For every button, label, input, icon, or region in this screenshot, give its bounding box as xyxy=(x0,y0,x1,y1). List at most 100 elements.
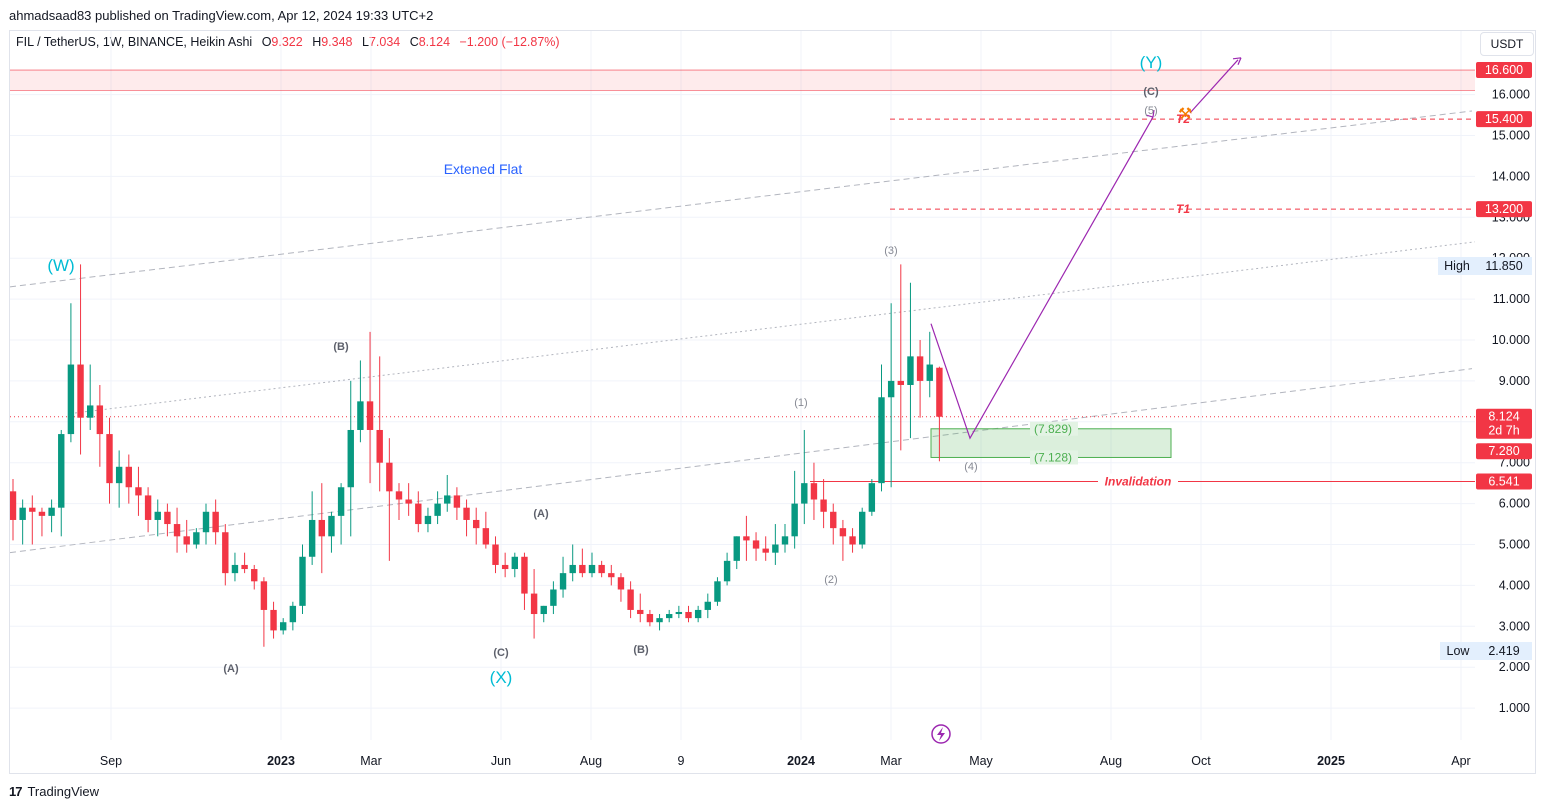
price-badge-label: 7.280 xyxy=(1488,444,1519,458)
candle-body xyxy=(115,466,123,484)
y-tick-label: 15.000 xyxy=(1492,129,1530,143)
y-tick-label: 6.000 xyxy=(1499,497,1530,511)
candle-body xyxy=(96,405,104,435)
candle-body xyxy=(405,499,412,504)
candle-body xyxy=(144,495,152,520)
wave-label: (4) xyxy=(964,461,977,473)
candle-body xyxy=(656,618,663,623)
candle-body xyxy=(608,573,615,578)
candle-body xyxy=(473,519,480,529)
candle-body xyxy=(897,380,904,385)
candle-body xyxy=(222,532,229,574)
grid-lines xyxy=(10,31,1475,740)
plot-area: T1 T2 Invalidation (7.829) (7.128) ⚒ Extened F… xyxy=(10,53,1475,687)
chart-frame xyxy=(9,30,1536,774)
x-tick-label: 2023 xyxy=(267,754,295,768)
price-badge xyxy=(1476,62,1532,79)
candle-body xyxy=(588,564,596,574)
channel-lower-line xyxy=(10,368,1473,554)
candle-body xyxy=(318,519,325,537)
candle-body xyxy=(559,573,567,590)
candle-body xyxy=(231,564,239,574)
price-badge xyxy=(1476,408,1532,439)
wave-label: (C) xyxy=(493,647,509,659)
invalidation-label: Invalidation xyxy=(1105,474,1172,488)
symbol-legend: FIL / TetherUS, 1W, BINANCE, Heikin Ashi… xyxy=(16,35,566,49)
candle-body xyxy=(357,401,364,430)
close-value: 8.124 xyxy=(418,35,451,49)
candle-body xyxy=(29,507,36,512)
price-badge xyxy=(1476,473,1532,490)
candle-body xyxy=(106,434,113,484)
candle-body xyxy=(723,560,731,582)
candle-body xyxy=(492,544,499,565)
candle-body xyxy=(810,483,818,500)
tradingview-brand: 17 TradingView xyxy=(9,784,99,799)
price-badge xyxy=(1476,201,1532,218)
x-tick-label: Mar xyxy=(360,754,382,768)
price-badge-countdown: 2d 7h xyxy=(1488,424,1519,438)
candle-body xyxy=(67,364,75,435)
candle-body xyxy=(125,466,132,488)
candle-body xyxy=(482,528,490,545)
price-badge-label: 15.400 xyxy=(1485,112,1523,126)
candle-body xyxy=(637,609,644,615)
candle-body xyxy=(19,507,26,520)
y-tick-label: 1.000 xyxy=(1499,701,1530,715)
candle-body xyxy=(762,548,769,553)
wave-label: (A) xyxy=(223,663,239,675)
candle-body xyxy=(521,556,528,594)
candle-body xyxy=(868,483,876,512)
x-tick-label: Apr xyxy=(1451,754,1470,768)
candle-body xyxy=(704,601,711,610)
candle-body xyxy=(501,564,509,570)
candle-body xyxy=(444,495,451,504)
candle-body xyxy=(280,622,287,631)
x-tick-label: Oct xyxy=(1191,754,1211,768)
candle-body xyxy=(395,491,403,500)
brand-name: TradingView xyxy=(27,784,100,799)
candle-body xyxy=(714,581,721,602)
support-top-label: (7.829) xyxy=(1034,422,1072,436)
candle-body xyxy=(781,536,789,545)
price-badge-label: 16.600 xyxy=(1485,63,1523,77)
resistance-zone xyxy=(10,70,1475,91)
candle-body xyxy=(415,503,422,525)
candle-body xyxy=(299,556,306,606)
wave-label: (W) xyxy=(47,256,74,275)
candle-body xyxy=(675,611,683,615)
low-value: 2.419 xyxy=(1488,644,1519,658)
candle-body xyxy=(550,589,557,606)
candle-body xyxy=(173,524,181,537)
candle-body xyxy=(926,364,933,381)
target-label: T1 xyxy=(1176,202,1190,216)
candle-body xyxy=(916,356,924,381)
candle-body xyxy=(386,462,393,492)
candle-body xyxy=(154,511,161,520)
candle-body xyxy=(434,503,441,516)
candle-body xyxy=(801,483,808,504)
candle-body xyxy=(820,499,827,512)
candle-body xyxy=(511,556,518,570)
high-label-bg xyxy=(1438,257,1476,275)
currency-button[interactable]: USDT xyxy=(1480,32,1534,56)
x-tick-label: 2024 xyxy=(787,754,815,768)
lightning-icon xyxy=(931,724,951,744)
x-tick-label: Mar xyxy=(880,754,902,768)
symbol-description[interactable]: FIL / TetherUS, 1W, BINANCE, Heikin Ashi xyxy=(16,35,253,49)
candle-body xyxy=(260,581,268,610)
y-tick-label: 5.000 xyxy=(1499,538,1530,552)
candle-body xyxy=(887,380,895,398)
candle-body xyxy=(58,434,65,508)
y-tick-label: 10.000 xyxy=(1492,333,1530,347)
y-tick-label: 9.000 xyxy=(1499,374,1530,388)
candle-body xyxy=(376,429,383,463)
candle-body xyxy=(694,609,702,619)
candle-body xyxy=(530,593,538,615)
projection-arrowhead xyxy=(1145,110,1155,118)
candle-body xyxy=(183,536,190,545)
candle-body xyxy=(241,564,248,570)
projection-arrowhead xyxy=(1232,57,1242,66)
candles xyxy=(10,264,943,647)
